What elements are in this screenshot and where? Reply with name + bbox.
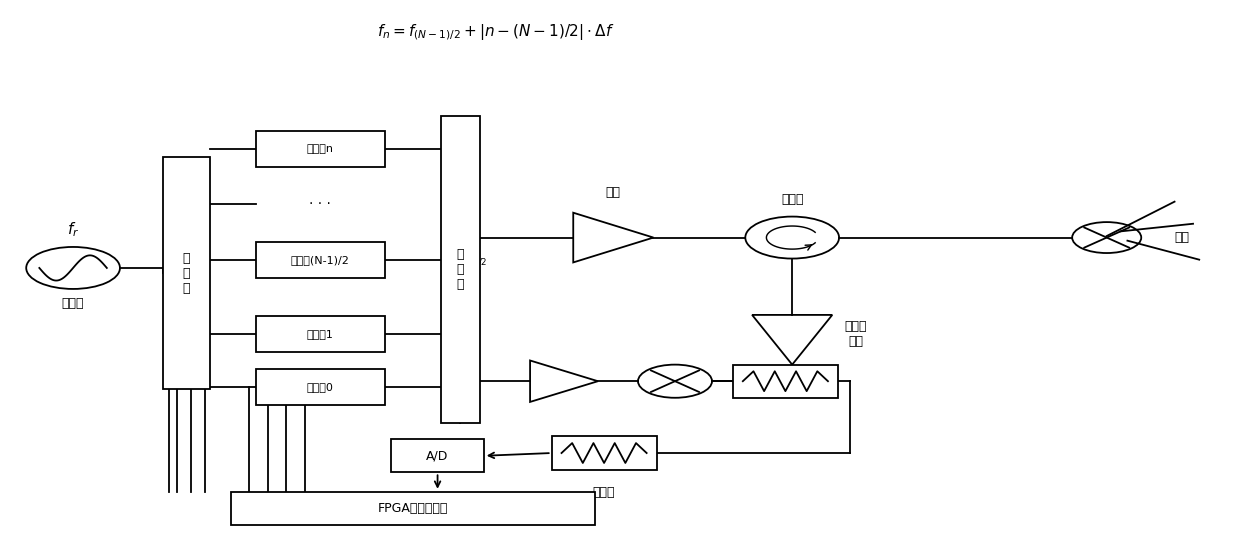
FancyBboxPatch shape xyxy=(392,439,483,473)
Text: FPGA数字处理器: FPGA数字处理器 xyxy=(378,502,449,515)
Text: 锁相环1: 锁相环1 xyxy=(307,329,333,339)
FancyBboxPatch shape xyxy=(255,242,385,278)
Text: $f_n = f_{(N-1)/2} + |n-(N-1)/2|\cdot\Delta f$: $f_n = f_{(N-1)/2} + |n-(N-1)/2|\cdot\De… xyxy=(378,22,615,42)
Text: 滤波器: 滤波器 xyxy=(592,486,616,499)
Text: 锁相环0: 锁相环0 xyxy=(307,382,333,392)
Text: $f_n$: $f_n$ xyxy=(445,141,456,157)
Text: $f_{(N-1)/2}$: $f_{(N-1)/2}$ xyxy=(445,251,488,268)
Text: 环形器: 环形器 xyxy=(781,193,803,205)
FancyBboxPatch shape xyxy=(164,157,209,389)
FancyBboxPatch shape xyxy=(255,316,385,352)
FancyBboxPatch shape xyxy=(255,131,385,167)
FancyBboxPatch shape xyxy=(255,369,385,405)
FancyBboxPatch shape xyxy=(551,436,657,470)
Text: 信号源: 信号源 xyxy=(62,297,84,310)
Text: A/D: A/D xyxy=(426,449,449,462)
Text: 天线: 天线 xyxy=(1175,231,1189,244)
Text: $f_r$: $f_r$ xyxy=(67,220,79,239)
Text: ...: ... xyxy=(446,198,457,211)
Text: 锁相环(N-1)/2: 锁相环(N-1)/2 xyxy=(291,254,349,264)
Text: · · ·: · · · xyxy=(310,198,331,211)
Text: 耦
合
器: 耦 合 器 xyxy=(457,248,465,291)
FancyBboxPatch shape xyxy=(230,492,595,525)
Text: 功
分
器: 功 分 器 xyxy=(183,252,191,295)
Text: 低噪声
功放: 低噪声 功放 xyxy=(845,320,867,348)
Text: $f_0$: $f_0$ xyxy=(445,379,456,395)
Text: 锁相环n: 锁相环n xyxy=(307,144,333,154)
FancyBboxPatch shape xyxy=(441,116,481,422)
Text: 功放: 功放 xyxy=(606,186,621,199)
Text: $f_1$: $f_1$ xyxy=(445,326,456,342)
FancyBboxPatch shape xyxy=(733,364,838,398)
